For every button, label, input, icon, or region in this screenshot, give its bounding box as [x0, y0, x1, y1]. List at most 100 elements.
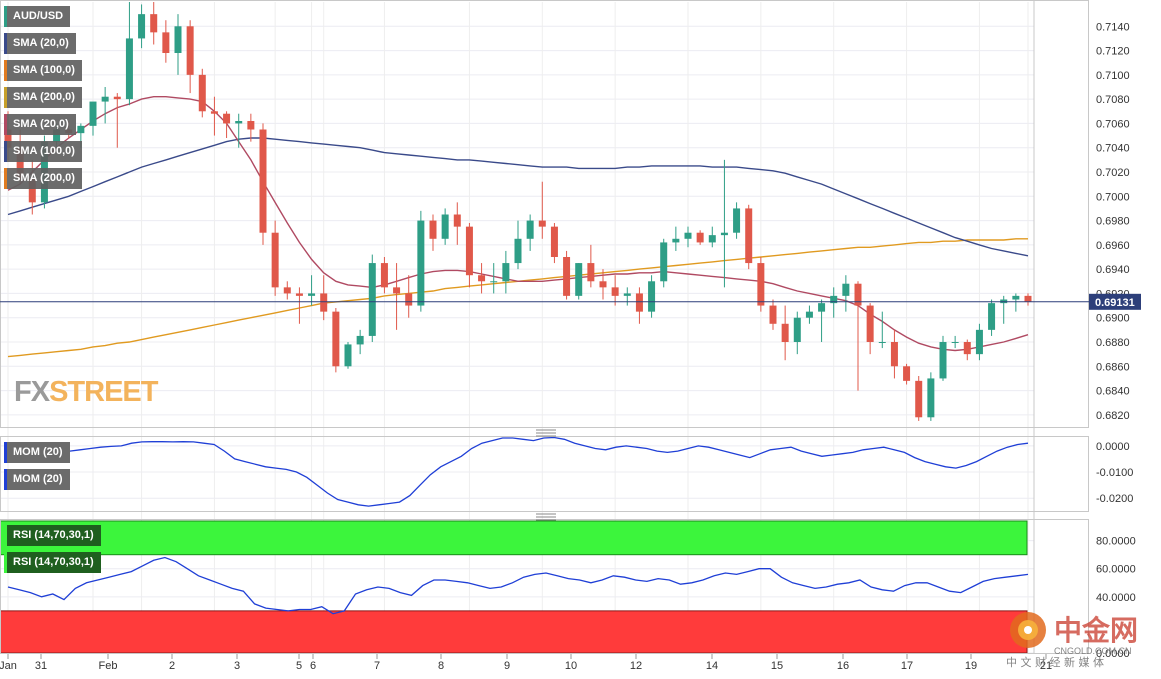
axes: 0.7140 0.7120 0.7100 0.7080 0.7060 0.7040 0.70…: [0, 0, 1136, 660]
candle-body: [223, 113, 231, 124]
candle-body: [429, 220, 437, 239]
svg-text:CNGOLD.COM.CN: CNGOLD.COM.CN: [1054, 646, 1132, 656]
candles: [4, 2, 1032, 421]
current-price-box: [1089, 293, 1141, 310]
mom-tick-label: -0.0200: [1096, 493, 1133, 505]
x-tick-label: 12: [630, 660, 642, 672]
legend-label: SMA (200,0): [13, 91, 75, 103]
candle-body: [720, 232, 728, 236]
legend-sma[interactable]: SMA (100,0): [4, 60, 82, 81]
candle-body: [490, 281, 498, 283]
x-tick-label: 21: [1040, 660, 1052, 672]
legend-rsi[interactable]: RSI (14,70,30,1): [4, 552, 101, 573]
x-tick-label: 8: [438, 660, 444, 672]
candle-body: [453, 214, 461, 227]
sma100-line: [7, 137, 1029, 257]
mom-series: [7, 436, 1029, 507]
candle-body: [320, 293, 328, 312]
candle-body: [769, 305, 777, 324]
panel-splitters[interactable]: [536, 429, 556, 521]
legend-swatch: [4, 525, 7, 546]
legend-rsi[interactable]: RSI (14,70,30,1): [4, 525, 101, 546]
candle-body: [235, 121, 243, 124]
price-tick-label: 0.7080: [1096, 94, 1130, 106]
candle-body: [708, 235, 716, 243]
price-tick-label: 0.6840: [1096, 386, 1130, 398]
legend-swatch: [4, 442, 7, 463]
rsi-series: [7, 556, 1029, 615]
legend-mom[interactable]: MOM (20): [4, 469, 70, 490]
price-panel-frame: [0, 0, 1089, 428]
candle-body: [441, 214, 449, 239]
candle-body: [16, 147, 24, 179]
legend-label: SMA (20,0): [13, 118, 69, 130]
x-tick-label: 17: [901, 660, 913, 672]
candle-body: [89, 101, 97, 126]
legend-label: RSI (14,70,30,1): [13, 529, 94, 541]
candle-body: [53, 129, 61, 142]
x-tick-label: Feb: [99, 660, 118, 672]
price-tick-label: 0.7000: [1096, 191, 1130, 203]
candle-body: [672, 238, 680, 243]
legend-instrument[interactable]: AUD/USD: [4, 6, 71, 27]
price-tick-label: 0.6900: [1096, 313, 1130, 325]
candle-body: [417, 220, 425, 306]
candle-body: [563, 257, 571, 296]
legend-mom[interactable]: MOM (20): [4, 442, 70, 463]
legend-swatch: [4, 168, 7, 189]
candle-body: [368, 263, 376, 336]
candle-body: [745, 208, 753, 264]
candle-body: [927, 378, 935, 418]
price-tick-label: 0.7140: [1096, 21, 1130, 33]
x-tick-label: 31: [35, 660, 47, 672]
candle-body: [210, 111, 218, 114]
legend-sma[interactable]: SMA (100,0): [4, 141, 82, 162]
x-tick-label: 5: [296, 660, 302, 672]
x-tick-label: 9: [504, 660, 510, 672]
candle-body: [77, 125, 85, 134]
x-tick-label: 6: [310, 660, 316, 672]
svg-text:中金网: 中金网: [1054, 614, 1138, 647]
candle-body: [550, 226, 558, 257]
price-tick-label: 0.6820: [1096, 410, 1130, 422]
price-tick-label: 0.7100: [1096, 70, 1130, 82]
candle-body: [988, 303, 996, 330]
candle-body: [866, 305, 874, 342]
candle-body: [125, 38, 133, 100]
candle-body: [150, 14, 158, 33]
candle-body: [1024, 295, 1032, 302]
price-tick-label: 0.6940: [1096, 264, 1130, 276]
legend-label: AUD/USD: [13, 10, 64, 22]
legend-label: SMA (100,0): [13, 64, 75, 76]
candle-body: [805, 311, 813, 318]
candle-body: [890, 342, 898, 367]
price-tick-label: 0.6880: [1096, 337, 1130, 349]
legend-label: RSI (14,70,30,1): [13, 556, 94, 568]
x-axis: Jan 31 Feb 2 3 5 6 7 8 9 10 12 14 15 16 17 19 21: [0, 654, 1052, 672]
candle-body: [393, 287, 401, 294]
legend-label: SMA (20,0): [13, 37, 69, 49]
legend-swatch: [4, 114, 7, 135]
candle-body: [465, 226, 473, 276]
legend-sma[interactable]: SMA (20,0): [4, 114, 76, 135]
legend-sma[interactable]: SMA (200,0): [4, 168, 82, 189]
candle-body: [684, 232, 692, 239]
candle-body: [174, 26, 182, 53]
candle-body: [660, 242, 668, 282]
candle-body: [332, 311, 340, 367]
legend-sma[interactable]: SMA (200,0): [4, 87, 82, 108]
candle-body: [587, 263, 595, 282]
legend-swatch: [4, 87, 7, 108]
candle-body: [283, 287, 291, 294]
rsi-bands: [0, 520, 1028, 654]
rsi-overbought-zone: [0, 520, 1028, 556]
candle-body: [186, 26, 194, 75]
price-tick-label: 0.7060: [1096, 118, 1130, 130]
candle-body: [696, 232, 704, 243]
x-tick-label: 2: [169, 660, 175, 672]
candle-body: [295, 293, 303, 296]
candle-body: [818, 303, 826, 312]
candle-body: [854, 283, 862, 306]
x-tick-label: 10: [565, 660, 577, 672]
legend-sma[interactable]: SMA (20,0): [4, 33, 76, 54]
